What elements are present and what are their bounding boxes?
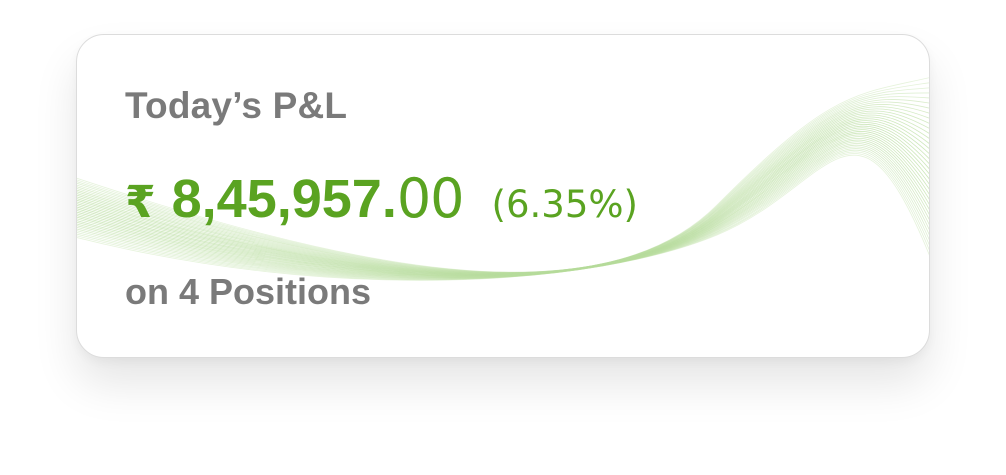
pnl-title: Today’s P&L — [125, 85, 348, 126]
pnl-value: ₹ 8,45,957. 00 (6.35%) — [125, 167, 638, 230]
wave-lines-decoration — [77, 77, 929, 281]
pnl-amount-decimal: 00 — [396, 167, 465, 230]
pnl-amount-integer: 8,45,957. — [171, 169, 397, 229]
pnl-card[interactable]: Today’s P&L ₹ 8,45,957. 00 (6.35%) on 4 … — [76, 34, 930, 358]
positions-count: on 4 Positions — [125, 271, 372, 312]
pnl-percent-change: (6.35%) — [491, 183, 638, 226]
rupee-icon: ₹ — [125, 177, 156, 228]
